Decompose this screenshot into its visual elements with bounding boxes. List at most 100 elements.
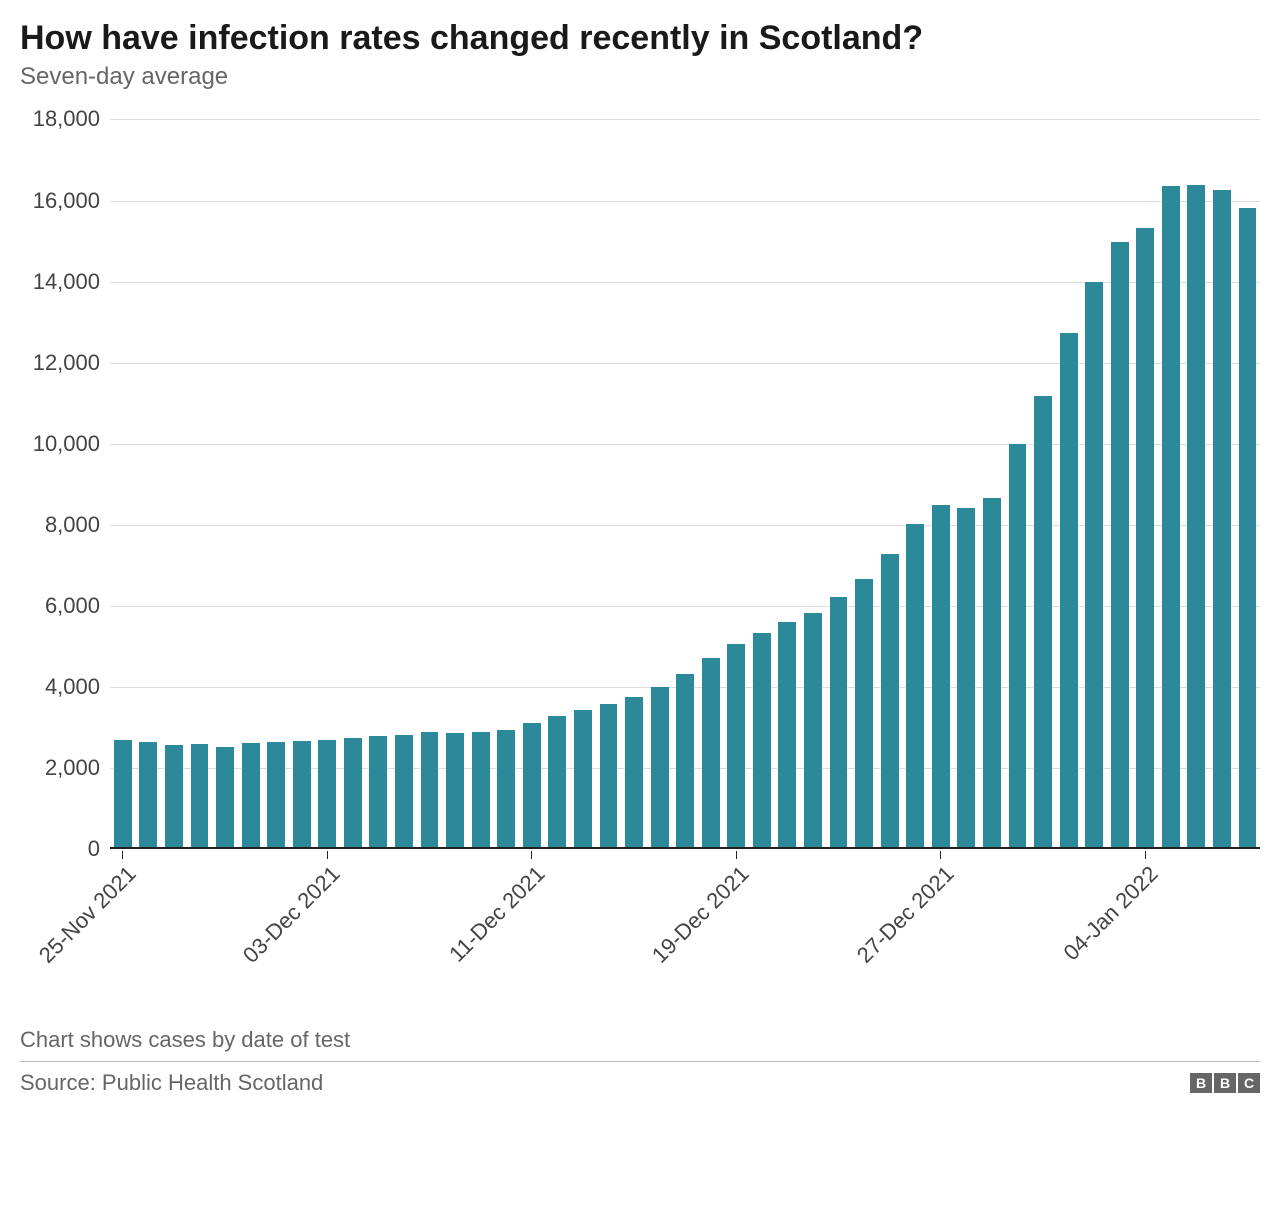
y-tick-label: 6,000 (20, 593, 100, 619)
bar-slot (519, 119, 545, 847)
bar-slot (187, 119, 213, 847)
x-tick-mark (531, 851, 532, 859)
bar-slot (545, 119, 571, 847)
bar-slot (136, 119, 162, 847)
bar (625, 697, 643, 847)
x-tick-label: 27-Dec 2021 (851, 861, 958, 968)
x-tick-label: 25-Nov 2021 (34, 861, 141, 968)
bar-slot (161, 119, 187, 847)
x-tick-label: 11-Dec 2021 (444, 861, 550, 967)
bars-group (110, 119, 1260, 847)
bar-slot (596, 119, 622, 847)
bar-slot (366, 119, 392, 847)
bar (497, 730, 515, 848)
bar (1111, 242, 1129, 848)
x-tick-mark (327, 851, 328, 859)
x-tick-label: 04-Jan 2022 (1059, 861, 1164, 966)
bar-slot (979, 119, 1005, 847)
bar (139, 742, 157, 847)
bar-slot (442, 119, 468, 847)
bar (216, 747, 234, 848)
bar (574, 710, 592, 847)
bar (421, 732, 439, 847)
bar (1136, 228, 1154, 848)
bar-slot (851, 119, 877, 847)
bbc-logo-letter: B (1214, 1073, 1236, 1093)
bar-slot (672, 119, 698, 847)
bar (523, 723, 541, 847)
bar-slot (877, 119, 903, 847)
bar (472, 732, 490, 848)
bar-slot (212, 119, 238, 847)
bar-slot (1081, 119, 1107, 847)
bar-slot (698, 119, 724, 847)
bar-slot (954, 119, 980, 847)
chart-container: How have infection rates changed recentl… (0, 0, 1280, 1218)
y-tick-label: 4,000 (20, 674, 100, 700)
bar-slot (1133, 119, 1159, 847)
bar (702, 658, 720, 848)
y-tick-label: 2,000 (20, 755, 100, 781)
bar-slot (1184, 119, 1210, 847)
bar-slot (468, 119, 494, 847)
chart-footer: Source: Public Health Scotland B B C (20, 1062, 1260, 1096)
x-tick-mark (736, 851, 737, 859)
bar (114, 740, 132, 847)
bar (676, 674, 694, 848)
bar-slot (1005, 119, 1031, 847)
chart-footnote: Chart shows cases by date of test (20, 1027, 1260, 1062)
bar (191, 744, 209, 847)
bar (957, 508, 975, 848)
bar (830, 597, 848, 848)
x-axis-ticks: 25-Nov 202103-Dec 202111-Dec 202119-Dec … (110, 851, 1260, 1021)
bar-slot (826, 119, 852, 847)
bar-slot (1030, 119, 1056, 847)
bar-slot (621, 119, 647, 847)
bar (446, 733, 464, 847)
bar-slot (724, 119, 750, 847)
bar (881, 554, 899, 848)
bar (804, 613, 822, 847)
bar-slot (315, 119, 341, 847)
bar-slot (417, 119, 443, 847)
chart-area: 02,0004,0006,0008,00010,00012,00014,0001… (20, 119, 1260, 1019)
bar (548, 716, 566, 848)
bar (318, 740, 336, 848)
source-text: Source: Public Health Scotland (20, 1070, 323, 1096)
bbc-logo: B B C (1190, 1073, 1260, 1093)
bar-slot (1056, 119, 1082, 847)
bar (242, 743, 260, 848)
bbc-logo-letter: C (1238, 1073, 1260, 1093)
y-tick-label: 10,000 (20, 431, 100, 457)
bar-slot (570, 119, 596, 847)
bar-slot (493, 119, 519, 847)
bar-slot (238, 119, 264, 847)
bar (983, 498, 1001, 848)
bar (344, 738, 362, 848)
bar (1034, 396, 1052, 847)
bar (651, 687, 669, 847)
bar-slot (1209, 119, 1235, 847)
bar (1239, 208, 1257, 847)
bar (906, 524, 924, 848)
bar-slot (391, 119, 417, 847)
bar-slot (110, 119, 136, 847)
bar (1162, 186, 1180, 847)
x-tick-mark (122, 851, 123, 859)
bar-slot (775, 119, 801, 847)
bar (778, 622, 796, 847)
bar (600, 704, 618, 848)
bar-slot (928, 119, 954, 847)
bar-slot (263, 119, 289, 847)
x-tick-mark (1145, 851, 1146, 859)
chart-subtitle: Seven-day average (20, 63, 1260, 91)
bar (932, 505, 950, 847)
x-tick-label: 19-Dec 2021 (647, 861, 754, 968)
bar (753, 633, 771, 847)
x-tick-mark (940, 851, 941, 859)
bar (1187, 185, 1205, 848)
bbc-logo-letter: B (1190, 1073, 1212, 1093)
bar (1060, 333, 1078, 847)
y-tick-label: 16,000 (20, 188, 100, 214)
bar (1213, 190, 1231, 848)
